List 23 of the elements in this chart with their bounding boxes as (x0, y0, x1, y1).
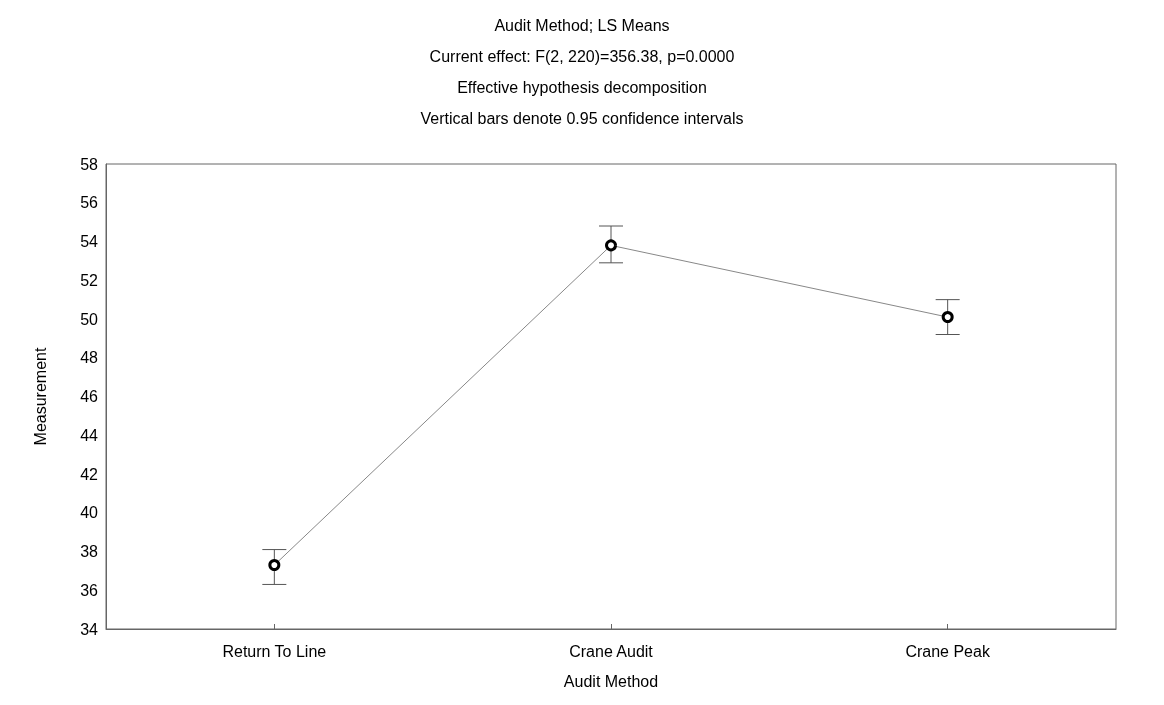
point (941, 311, 954, 324)
chart-subtitle: Current effect: F(2, 220)=356.38, p=0.0000 Effective hypothesis decomposition Vertical bars denote 0.95 confidence intervals (420, 48, 744, 127)
y-tick-label: 44 (80, 426, 99, 444)
y-tick-label: 38 (80, 543, 99, 560)
y-tick-label: 54 (80, 233, 99, 250)
y-tick-label: 40 (80, 504, 99, 522)
x-tick-label: Crane Peak (905, 642, 991, 660)
x-tick-label: Return To Line (222, 642, 327, 660)
x-axis-title: Audit Method (563, 672, 659, 690)
point (268, 559, 281, 572)
x-tick-label: Crane Audit (569, 642, 654, 660)
y-tick-label: 52 (80, 271, 99, 289)
y-tick-label: 36 (80, 581, 99, 599)
point (605, 239, 617, 252)
y-tick-label: 46 (80, 388, 99, 405)
y-tick-label: 34 (80, 620, 99, 638)
y-tick-label: 48 (80, 349, 99, 367)
y-tick-label: 56 (80, 194, 99, 212)
y-tick-label: 58 (80, 155, 99, 173)
y-axis-title: Measurement (31, 347, 49, 446)
y-tick-label: 50 (80, 310, 99, 328)
y-tick-label: 42 (80, 465, 99, 483)
chart-title: Audit Method; LS Means (494, 16, 670, 34)
